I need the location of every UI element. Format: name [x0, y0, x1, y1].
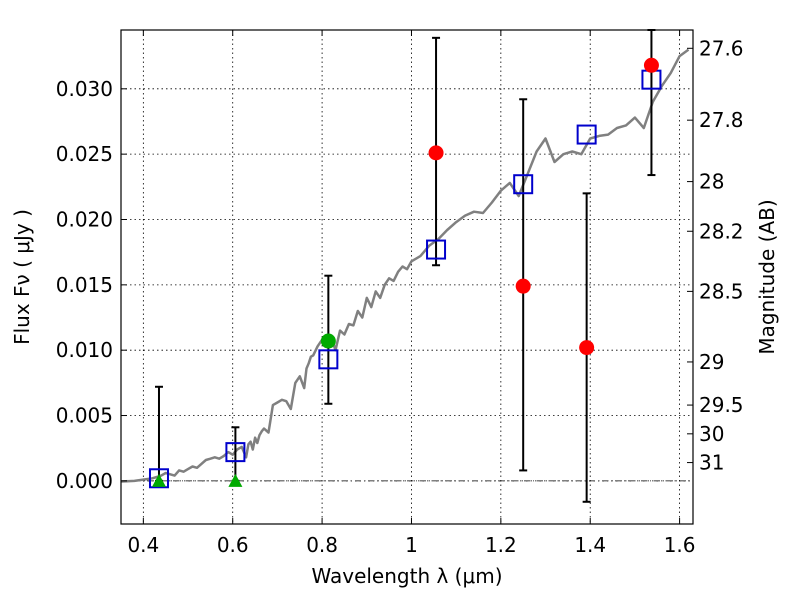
x-tick-label: 1 — [405, 533, 418, 557]
model-photometry-square — [513, 174, 534, 195]
model-photometry-square — [318, 349, 339, 370]
upper-limit-triangle — [228, 473, 243, 487]
detection-point — [515, 278, 531, 294]
mag-tick-label: 31 — [699, 451, 724, 475]
mag-tick-label: 29 — [699, 350, 724, 374]
x-tick-label: 0.6 — [217, 533, 249, 557]
x-tick-label: 1.6 — [664, 533, 696, 557]
model-photometry-square — [576, 124, 597, 145]
y-tick-label: 0.010 — [56, 338, 113, 362]
mag-tick-label: 28.2 — [699, 219, 744, 243]
upper-limit-triangle — [151, 473, 166, 487]
plot-frame — [120, 29, 694, 525]
mag-tick-label: 27.6 — [699, 36, 744, 60]
model-photometry-square — [426, 239, 447, 260]
tick-layer: 0.4 0.6 0.8 1 1.2 1.4 1.6 0.000 0.005 0.010 0.015 0… — [56, 30, 744, 557]
mag-tick-label: 30 — [699, 422, 724, 446]
mag-tick-label: 29.5 — [699, 393, 744, 417]
y-tick-label: 0.020 — [56, 207, 113, 231]
optical-detection-point — [320, 333, 336, 349]
x-tick-label: 1.4 — [574, 533, 606, 557]
detection-point — [579, 340, 595, 356]
model-photometry-square — [225, 442, 246, 463]
y-tick-label: 0.000 — [56, 469, 113, 493]
detection-point — [428, 145, 444, 161]
y-tick-label: 0.005 — [56, 404, 113, 428]
grid-layer — [121, 30, 693, 524]
series-layer — [120, 29, 690, 503]
x-tick-label: 0.4 — [127, 533, 159, 557]
mag-tick-label: 28.5 — [699, 279, 744, 303]
x-tick-label: 0.8 — [306, 533, 338, 557]
x-tick-label: 1.2 — [485, 533, 517, 557]
mag-tick-label: 28 — [699, 170, 724, 194]
y-tick-label: 0.030 — [56, 77, 113, 101]
y-tick-label: 0.025 — [56, 142, 113, 166]
y-axis-right-title: Magnitude (AB) — [755, 199, 779, 354]
mag-tick-label: 27.8 — [699, 108, 744, 132]
y-axis-title: Flux Fν ( μJy ) — [10, 209, 34, 345]
x-axis-title: Wavelength λ (μm) — [311, 564, 502, 588]
detection-point — [643, 57, 659, 73]
y-tick-label: 0.015 — [56, 273, 113, 297]
template-spectrum-line — [120, 48, 690, 483]
model-photometry-square — [148, 468, 169, 489]
